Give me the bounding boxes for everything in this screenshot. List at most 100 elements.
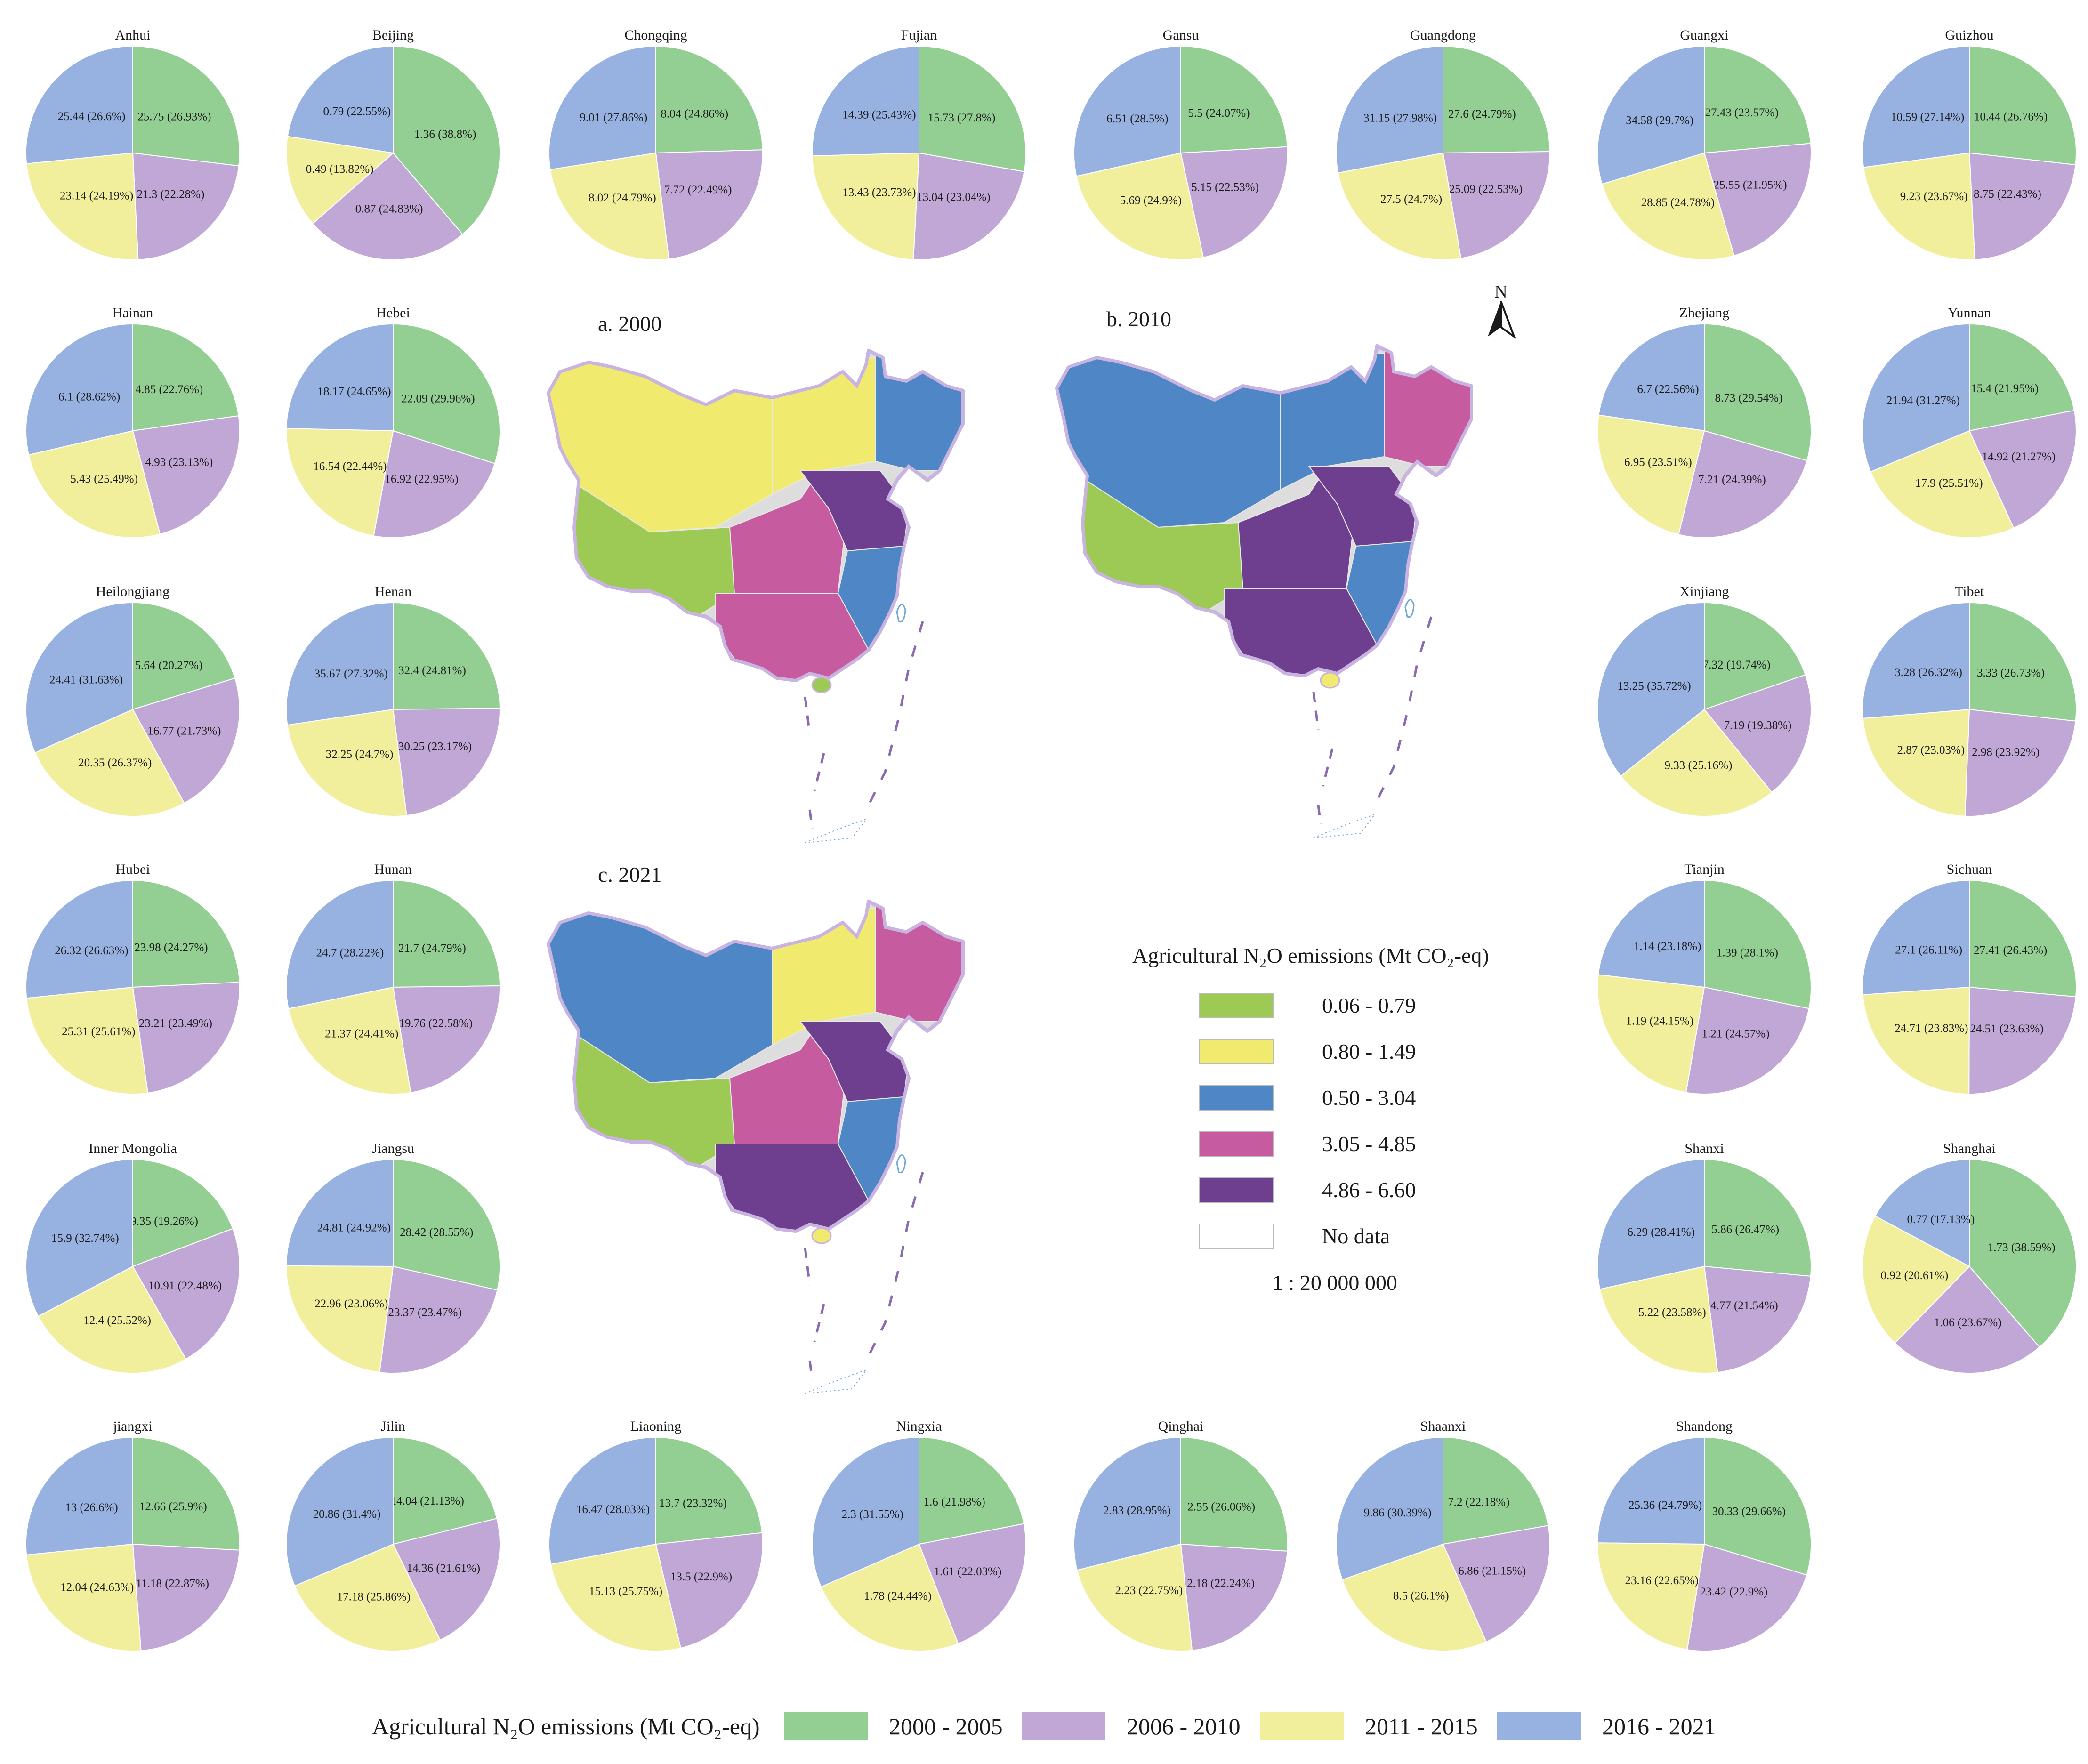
pie-slice: [286, 136, 395, 225]
map-legend-label: 0.80 - 1.49: [1322, 1039, 1416, 1063]
slice-label: 11.18 (22.87%): [136, 1578, 209, 1590]
country-border: [547, 348, 964, 682]
pie-slice: [1598, 323, 1705, 432]
pie-slice: [132, 982, 241, 1094]
pie-liaoning: Liaoning 13.7 (23.32%) 13.5 (22.9%) 15.13 (…: [548, 1418, 763, 1652]
map-label: c. 2021: [598, 862, 661, 886]
pie-slice: [286, 1436, 394, 1587]
sea-boundary: [1373, 616, 1433, 806]
pie-slice: [1336, 45, 1443, 174]
province: [548, 908, 773, 1084]
pie-inner-mongolia: Inner Mongolia 9.35 (19.26%) 10.91 (22.48%…: [25, 1141, 240, 1374]
map-legend-swatch: [1199, 993, 1274, 1018]
pie-slice: [373, 430, 496, 538]
period-legend-title: Agricultural N₂O emissions (Mt CO₂-eq): [372, 1713, 760, 1740]
pie-guangxi: Guangxi 27.43 (23.57%) 25.55 (21.95%) 28.85…: [1597, 27, 1812, 260]
pie-title: Anhui: [115, 27, 151, 43]
pie-slice: [1337, 152, 1462, 260]
slice-label: 23.16 (22.65%): [1625, 1574, 1699, 1587]
slice-label: 30.33 (29.66%): [1712, 1506, 1786, 1518]
province: [548, 357, 773, 533]
map-shapes: [1055, 344, 1473, 838]
slice-label: 15.73 (27.8%): [928, 112, 996, 124]
pie-slice: [285, 1265, 394, 1373]
slice-label: 34.58 (29.7%): [1626, 114, 1693, 127]
pie-slice: [1597, 602, 1705, 777]
slice-label: 31.15 (27.98%): [1363, 112, 1437, 125]
slice-label: 1.21 (24.57%): [1702, 1027, 1770, 1040]
pie-beijing: Beijing 1.36 (38.8%) 0.87 (24.83%) 0.49 (13…: [286, 27, 501, 261]
pie-slice: [1620, 709, 1773, 817]
slice-label: 1.6 (21.98%): [923, 1496, 985, 1508]
pie-slice: [132, 602, 236, 710]
pie-slice: [1862, 45, 1970, 168]
pie-shanxi: Shanxi 5.86 (26.47%) 4.77 (21.54%) 5.22 (23…: [1597, 1141, 1812, 1374]
slice-label: 9.33 (25.16%): [1665, 759, 1733, 772]
slice-label: 18.17 (24.65%): [317, 386, 391, 398]
pie-slice: [26, 1543, 142, 1651]
slice-label: 24.7 (28.22%): [316, 946, 384, 959]
pie-slice: [1180, 146, 1288, 258]
slice-label: 0.79 (22.55%): [323, 105, 391, 118]
pie-slice: [655, 1436, 763, 1545]
map-legend-label: 0.06 - 0.79: [1322, 993, 1416, 1017]
pie-slice: [1336, 1436, 1443, 1580]
slice-label: 12.4 (25.52%): [83, 1314, 151, 1327]
slice-label: 7.72 (22.49%): [664, 184, 732, 196]
pie-title: jiangxi: [113, 1418, 152, 1434]
north-arrow-left: [1488, 301, 1501, 337]
pie-slice: [1703, 1265, 1812, 1373]
slice-label: 17.18 (25.86%): [337, 1591, 411, 1603]
pie-xinjiang: Xinjiang 7.32 (19.74%) 7.19 (19.38%) 9.33 (…: [1597, 584, 1812, 817]
pie-title: Guizhou: [1945, 27, 1993, 43]
map-legend-swatch: [1199, 1085, 1274, 1111]
pie-slice: [1969, 602, 2077, 722]
pie-slice: [1073, 1436, 1181, 1571]
slice-label: 2.3 (31.55%): [842, 1508, 903, 1521]
pie-slice: [1969, 1159, 2077, 1348]
map-a-2000: a. 2000: [547, 312, 965, 843]
period-legend-swatch: [1260, 1712, 1344, 1740]
pie-slice: [287, 709, 407, 817]
slice-label: 1.73 (38.59%): [1988, 1241, 2056, 1254]
map-legend-swatch: [1199, 1224, 1274, 1249]
pie-slice: [912, 152, 1025, 261]
pie-hunan: Hunan 21.7 (24.79%) 19.76 (22.58%)21.37 (2…: [285, 862, 501, 1095]
pie-slice: [1968, 986, 2077, 1095]
pie-slice: [1894, 1265, 2040, 1374]
hainan-island: [811, 1227, 832, 1244]
slice-label: 9.86 (30.39%): [1364, 1506, 1432, 1519]
pie-slice: [812, 152, 920, 260]
pie-title: Tibet: [1955, 584, 1984, 599]
taiwan-island: [1404, 599, 1415, 618]
pie-slice: [1968, 152, 2076, 260]
slice-label: 12.66 (25.9%): [139, 1500, 207, 1513]
province: [1308, 466, 1418, 547]
pie-slice: [379, 1265, 498, 1374]
pie-slice: [1703, 143, 1812, 257]
slice-label: 15.4 (21.95%): [1971, 382, 2039, 395]
pie-slice: [1862, 879, 1970, 996]
pie-tianjin: Tianjin 1.39 (28.1%) 1.21 (24.57%) 1.19 (24…: [1597, 862, 1812, 1095]
slice-label: 6.1 (28.62%): [58, 391, 120, 403]
slice-label: 25.09 (22.53%): [1449, 183, 1523, 196]
slice-label: 14.36 (21.61%): [407, 1562, 480, 1575]
pie-sichuan: Sichuan 27.41 (26.43%) 24.51 (23.63%)24.71…: [1862, 862, 2077, 1095]
slice-label: 8.73 (29.54%): [1715, 392, 1783, 404]
slice-label: 16.47 (28.03%): [576, 1503, 650, 1516]
pie-shanghai: Shanghai 1.73 (38.59%) 1.06 (23.67%) 0.92 (…: [1862, 1141, 2077, 1374]
map-legend-swatch: [1199, 1177, 1274, 1203]
slice-label: 6.51 (28.5%): [1106, 113, 1168, 125]
slice-label: 1.36 (38.8%): [414, 128, 476, 141]
pie-slice: [549, 152, 669, 260]
pie-slice: [1703, 674, 1812, 793]
pie-slice: [1443, 45, 1551, 154]
south-sea-islands: [805, 1369, 868, 1394]
period-legend-label: 2016 - 2021: [1602, 1713, 1716, 1740]
slice-label: 28.85 (24.78%): [1641, 196, 1715, 209]
pie-title: Inner Mongolia: [89, 1141, 177, 1156]
pie-fujian: Fujian 15.73 (27.8%) 13.04 (23.04%)13.43 (…: [812, 27, 1026, 261]
pie-slice: [550, 1543, 682, 1652]
pie-slice: [393, 1159, 501, 1291]
